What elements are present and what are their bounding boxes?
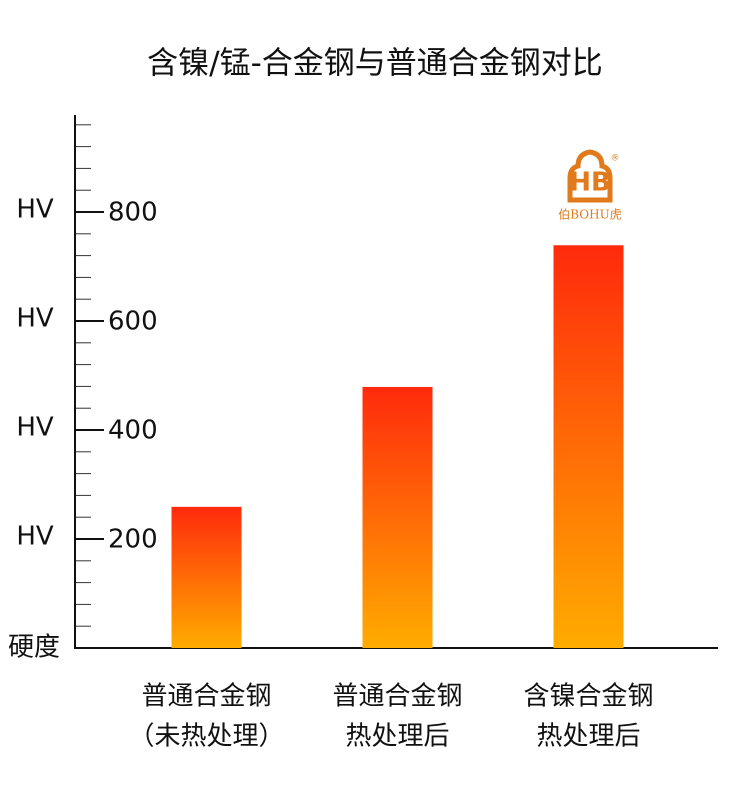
y-tick-label: 600	[108, 307, 158, 337]
logo-shape	[567, 149, 613, 203]
logo-registered: ®	[611, 154, 620, 164]
y-tick-label: 800	[108, 198, 158, 228]
chart-title: 含镍/锰-合金钢与普通合金钢对比	[147, 46, 603, 82]
y-unit-label: HV	[16, 413, 54, 443]
y-unit-label: HV	[16, 522, 54, 552]
y-unit-label: HV	[16, 195, 54, 225]
x-tick-label: 热处理后	[536, 722, 640, 752]
logo-mark: HB	[569, 168, 611, 198]
logo: HB ® 伯BOHU虎	[558, 149, 622, 222]
bar	[553, 245, 624, 648]
x-tick-label: 普通合金钢	[141, 682, 271, 712]
bar	[171, 506, 242, 648]
logo-text: 伯BOHU虎	[558, 207, 621, 222]
y-tick-label: 400	[108, 416, 158, 446]
bar	[362, 386, 433, 648]
x-tick-label: 普通合金钢	[332, 682, 462, 712]
y-axis-label: 硬度	[8, 633, 60, 663]
x-tick-label: 含镍合金钢	[523, 682, 653, 712]
x-tick-label: （未热处理）	[128, 722, 284, 752]
y-unit-label: HV	[16, 304, 54, 334]
y-tick-label: 200	[108, 525, 158, 555]
x-tick-label: 热处理后	[345, 722, 449, 752]
